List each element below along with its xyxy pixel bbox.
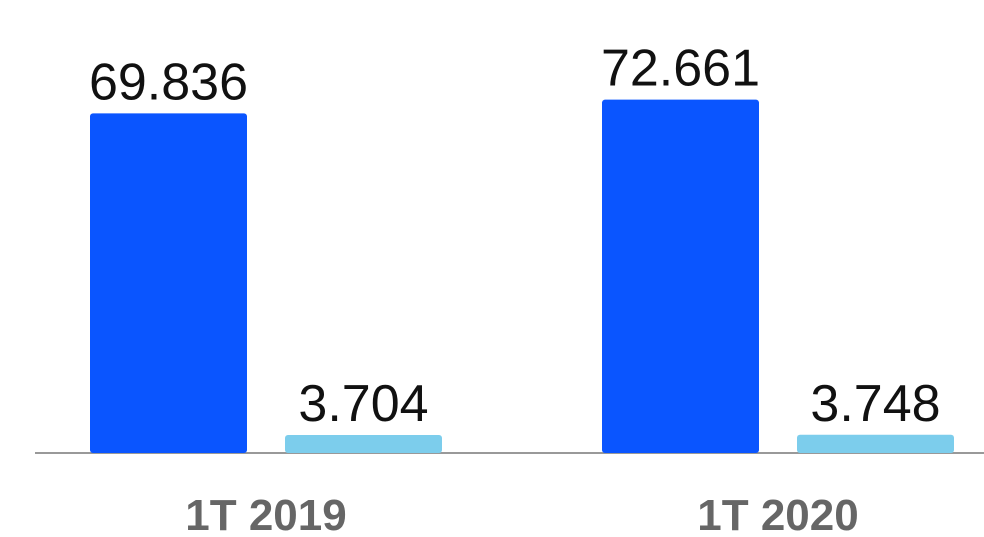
value-label: 3.704 — [298, 375, 428, 433]
bar — [797, 434, 954, 453]
bar — [602, 99, 759, 454]
x-tick-label: 1T 2020 — [697, 491, 858, 537]
bar — [90, 113, 247, 453]
value-label: 72.661 — [601, 40, 760, 98]
x-tick-label: 1T 2019 — [185, 491, 346, 537]
value-label: 3.748 — [810, 375, 940, 433]
value-label: 69.836 — [89, 53, 248, 111]
bar — [285, 434, 442, 453]
